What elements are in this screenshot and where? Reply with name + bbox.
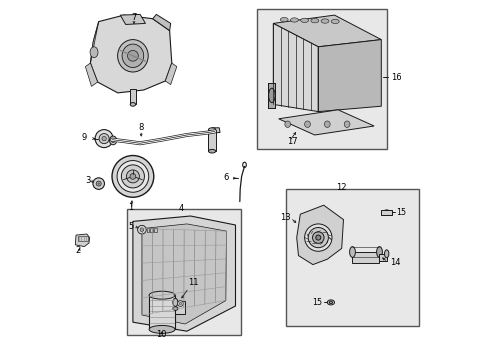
Text: 11: 11 [188, 278, 198, 287]
Bar [175, 301, 185, 314]
Text: 2: 2 [76, 246, 81, 255]
Circle shape [304, 224, 331, 251]
Ellipse shape [330, 19, 339, 24]
Ellipse shape [280, 18, 287, 22]
Circle shape [177, 301, 183, 306]
Ellipse shape [328, 301, 332, 303]
Text: 9: 9 [81, 134, 87, 143]
Text: 4: 4 [179, 204, 184, 212]
Circle shape [179, 302, 181, 305]
Bar [352, 252, 379, 263]
Polygon shape [278, 110, 373, 135]
Bar [146, 228, 149, 232]
Bar [257, 9, 386, 149]
Ellipse shape [290, 18, 298, 22]
Text: 15: 15 [396, 208, 406, 217]
Circle shape [130, 174, 136, 179]
Text: 1: 1 [128, 203, 133, 212]
Ellipse shape [172, 298, 178, 306]
Polygon shape [120, 14, 145, 24]
Bar [130, 89, 136, 104]
Ellipse shape [149, 291, 175, 299]
Bar [379, 254, 386, 261]
Circle shape [112, 156, 153, 197]
Ellipse shape [344, 121, 349, 127]
Circle shape [121, 165, 144, 188]
Ellipse shape [130, 103, 135, 106]
Ellipse shape [304, 121, 310, 127]
Polygon shape [75, 234, 89, 247]
Ellipse shape [284, 121, 290, 127]
Polygon shape [273, 15, 381, 47]
Polygon shape [90, 22, 99, 63]
Text: 6: 6 [223, 173, 228, 182]
Circle shape [93, 178, 104, 189]
Circle shape [99, 134, 109, 144]
Ellipse shape [300, 18, 308, 23]
Polygon shape [152, 14, 170, 31]
Ellipse shape [324, 121, 329, 127]
Polygon shape [90, 15, 171, 93]
Circle shape [102, 136, 106, 141]
Polygon shape [318, 40, 381, 112]
Text: 14: 14 [389, 258, 400, 267]
Ellipse shape [208, 149, 215, 153]
Ellipse shape [321, 19, 328, 23]
Circle shape [140, 228, 143, 231]
Polygon shape [211, 128, 220, 133]
Polygon shape [133, 216, 235, 331]
Circle shape [117, 161, 148, 192]
Bar [153, 228, 156, 232]
Ellipse shape [172, 307, 178, 310]
Polygon shape [142, 224, 226, 324]
Text: 16: 16 [390, 73, 401, 82]
Ellipse shape [383, 210, 389, 215]
Text: 8: 8 [138, 123, 143, 132]
Text: 5: 5 [128, 222, 134, 231]
Bar [149, 295, 175, 329]
Circle shape [126, 170, 139, 183]
Bar [381, 210, 391, 215]
Circle shape [137, 225, 146, 234]
Text: 13: 13 [280, 213, 290, 222]
Ellipse shape [109, 136, 117, 145]
Ellipse shape [111, 138, 115, 143]
Text: 3: 3 [85, 176, 90, 185]
Ellipse shape [384, 250, 388, 258]
Text: 7: 7 [131, 13, 136, 22]
Circle shape [315, 235, 320, 240]
Ellipse shape [326, 300, 334, 305]
Bar [150, 228, 153, 232]
Ellipse shape [149, 325, 175, 333]
Bar [208, 130, 215, 151]
Ellipse shape [127, 50, 138, 61]
Text: 15: 15 [311, 298, 322, 307]
Polygon shape [296, 205, 343, 265]
Ellipse shape [376, 247, 382, 257]
Circle shape [307, 228, 328, 248]
Ellipse shape [268, 88, 275, 103]
Text: 17: 17 [286, 137, 297, 146]
Polygon shape [85, 63, 98, 86]
Ellipse shape [310, 18, 318, 23]
Bar [285, 189, 418, 326]
Polygon shape [165, 63, 177, 85]
Ellipse shape [349, 247, 355, 257]
Ellipse shape [117, 40, 148, 72]
Ellipse shape [208, 128, 215, 131]
Text: 10: 10 [156, 330, 166, 339]
Polygon shape [273, 23, 318, 112]
Circle shape [95, 130, 113, 148]
Bar [78, 236, 87, 241]
Circle shape [98, 183, 99, 184]
Bar [127, 209, 241, 335]
Bar [268, 83, 275, 108]
Ellipse shape [122, 44, 143, 68]
Circle shape [312, 232, 324, 243]
Circle shape [96, 181, 101, 186]
Ellipse shape [90, 47, 98, 58]
Text: 12: 12 [336, 183, 346, 192]
